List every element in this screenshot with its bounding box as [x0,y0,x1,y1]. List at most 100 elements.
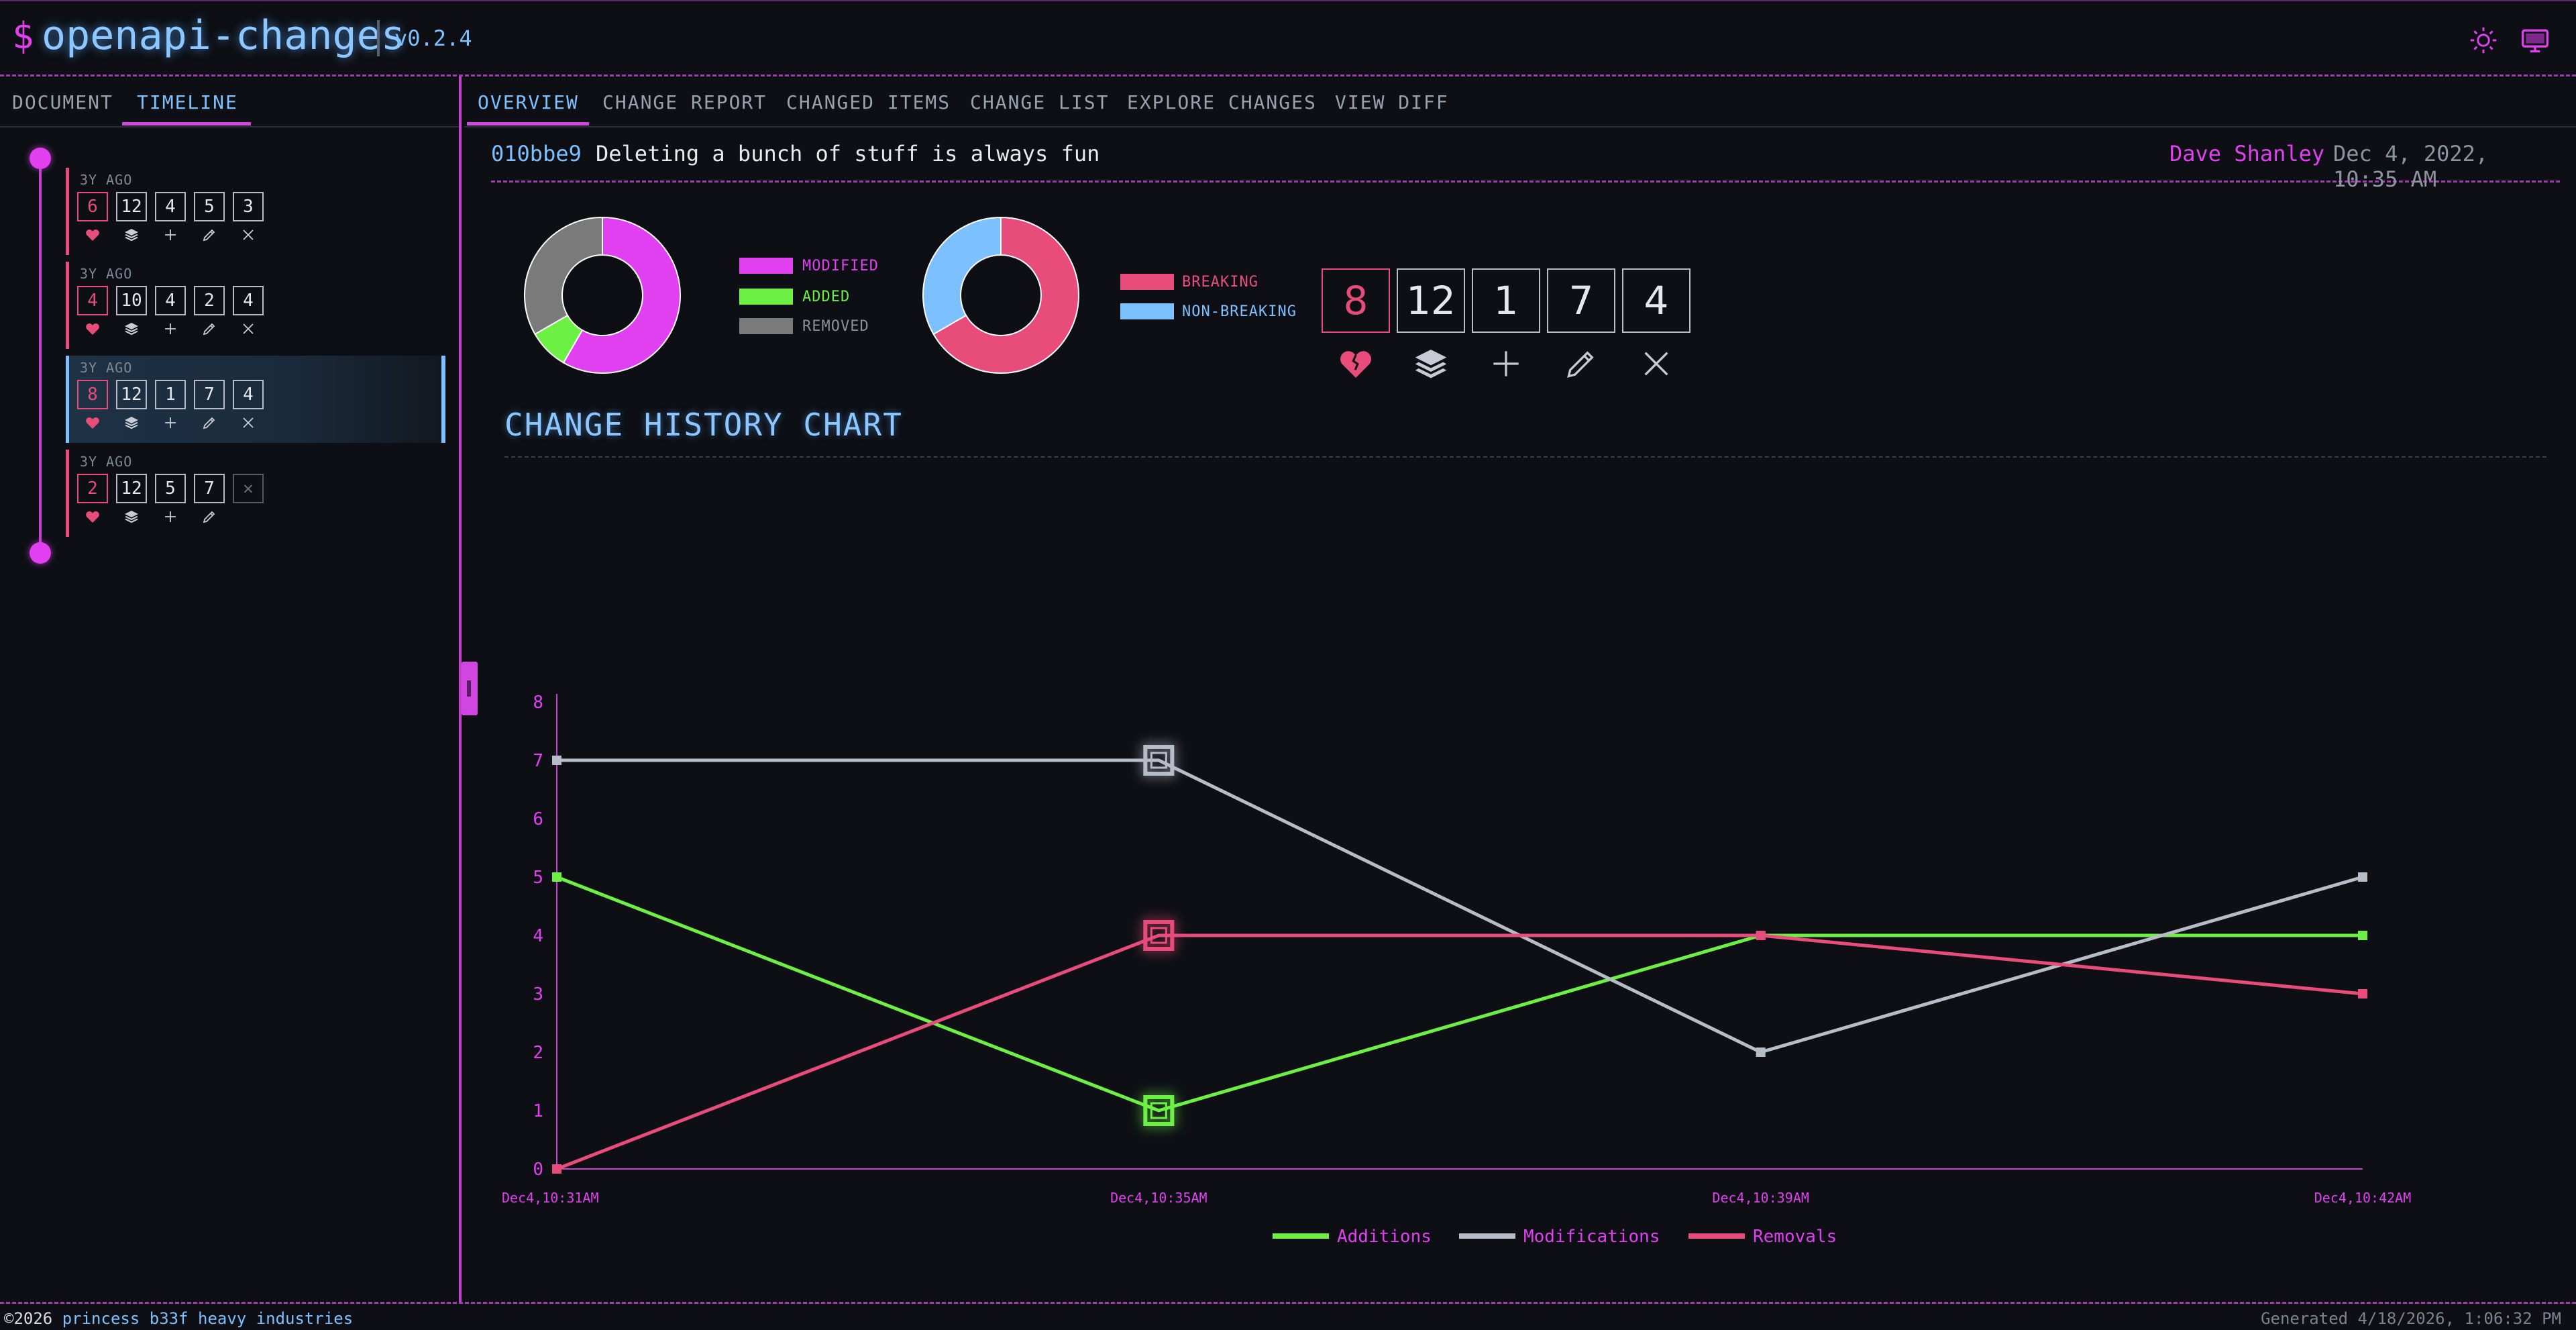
data-point[interactable] [2358,989,2367,999]
pane-resize-handle[interactable] [462,662,478,715]
commit-message: Deleting a bunch of stuff is always fun [596,141,1100,166]
tab-timeline[interactable]: TIMELINE [137,91,238,113]
data-point[interactable] [1756,931,1766,940]
logo-separator [377,20,380,56]
series-line-removals[interactable] [556,933,2363,1171]
breaking-donut [922,216,1079,374]
plus-icon [165,511,176,522]
tab-overview-underline [467,122,589,125]
legend-label-removals[interactable]: Removals [1753,1227,1837,1247]
commit-hash[interactable]: 010bbe9 [491,141,582,166]
layers-icon [1415,350,1447,378]
y-tick-label: 6 [533,809,543,829]
summary-total-count: 12 [1397,268,1465,333]
legend-label-additions[interactable]: Additions [1337,1227,1432,1247]
donut-slice-non-breaking[interactable] [922,216,1002,336]
timeline-entry[interactable]: 3Y AGO 8 12 1 7 4 [66,356,445,443]
entry-breaking-count: 6 [77,192,108,221]
app-logo[interactable]: openapi-changes [42,12,405,59]
copyright: ©2026 princess b33f heavy industries [4,1309,353,1328]
donut-slice-modified[interactable] [562,216,681,374]
x-tick-label: Dec4,10:35AM [1110,1190,1208,1206]
tab-change-list[interactable]: CHANGE LIST [970,91,1110,113]
summary-modified-count: 7 [1547,268,1615,333]
timeline-entry[interactable]: 3Y AGO 6 12 4 5 3 [66,168,445,255]
data-point[interactable] [552,872,561,882]
timeline-entry[interactable]: 3Y AGO 4 10 4 2 4 [66,262,445,349]
sun-icon[interactable] [2469,25,2498,55]
commit-author: Dave Shanley [2169,141,2325,166]
highlight-point[interactable] [1143,745,1175,776]
main-pane: OVERVIEW CHANGE REPORT CHANGED ITEMS CHA… [464,76,2576,1302]
y-tick-label: 0 [533,1160,543,1180]
data-point[interactable] [552,1164,561,1174]
data-point[interactable] [2358,931,2367,940]
summary-removed-count: 4 [1622,268,1690,333]
highlight-point-inner [1150,1102,1167,1119]
prompt-symbol: $ [12,15,34,57]
x-icon [1644,352,1668,376]
broken-heart-icon [1340,351,1372,378]
x-icon [243,417,254,428]
layers-icon [125,511,138,523]
legend-label-modifications[interactable]: Modifications [1523,1227,1660,1247]
commit-date: Dec 4, 2022, 10:35 AM [2333,141,2489,192]
entry-removed-count: 4 [233,286,264,315]
entry-total-count: 12 [116,192,147,221]
highlight-point[interactable] [1143,1095,1175,1126]
entry-breaking-count: 2 [77,474,108,503]
legend-swatch-modified [739,258,793,274]
tab-view-diff[interactable]: VIEW DIFF [1335,91,1449,113]
highlight-point[interactable] [1143,920,1175,951]
series-line-modifications[interactable] [557,758,2363,1054]
donut-slice-removed[interactable] [524,216,603,336]
company-link[interactable]: princess b33f heavy industries [62,1309,354,1328]
y-tick-label: 5 [533,868,543,888]
legend-label-non-breaking: NON-BREAKING [1182,303,1297,320]
legend-label-breaking: BREAKING [1182,274,1258,291]
legend-swatch-breaking [1120,274,1174,290]
y-tick-label: 2 [533,1043,543,1063]
plus-icon [1493,351,1519,376]
legend-swatch-non-breaking [1120,303,1174,319]
donut-slice-breaking[interactable] [932,216,1079,374]
data-point[interactable] [1756,1047,1766,1057]
monitor-icon[interactable] [2520,25,2551,55]
app-version: v0.2.4 [394,25,472,51]
tab-timeline-underline [122,122,251,125]
generated-timestamp: Generated 4/18/2026, 1:06:32 PM [2261,1309,2561,1328]
entry-modified-count: 7 [194,474,225,503]
entry-added-count: 5 [155,474,186,503]
tab-changed-items[interactable]: CHANGED ITEMS [786,91,951,113]
legend-label-added: ADDED [802,289,851,305]
app-header: $ openapi-changes v0.2.4 [0,0,2576,76]
tab-change-report[interactable]: CHANGE REPORT [602,91,767,113]
entry-total-count: 10 [116,286,147,315]
entry-age: 3Y AGO [80,266,133,282]
tab-document[interactable]: DOCUMENT [12,91,113,113]
plus-icon [165,229,176,240]
entry-total-count: 12 [116,474,147,503]
plus-icon [165,323,176,334]
tab-overview[interactable]: OVERVIEW [478,91,579,113]
highlight-point-inner [1150,752,1167,769]
summary-added-count: 1 [1472,268,1540,333]
entry-breaking-count: 8 [77,380,108,409]
entry-modified-count: 7 [194,380,225,409]
x-icon [243,229,254,240]
entry-age: 3Y AGO [80,360,133,376]
layers-icon [125,323,138,336]
timeline-entry[interactable]: 3Y AGO 2 12 5 7 ✕ [66,450,445,537]
pencil-icon [203,323,215,336]
series-line-additions[interactable] [556,875,2363,1113]
data-point[interactable] [552,756,561,765]
plus-icon [165,417,176,428]
main-tab-bar: OVERVIEW CHANGE REPORT CHANGED ITEMS CHA… [464,76,2576,127]
left-tab-bar: DOCUMENT TIMELINE [0,76,459,127]
y-tick-label: 4 [533,926,543,946]
broken-heart-icon [86,323,99,335]
entry-breaking-count: 4 [77,286,108,315]
broken-heart-icon [86,511,99,523]
data-point[interactable] [2358,872,2367,882]
tab-explore-changes[interactable]: EXPLORE CHANGES [1127,91,1317,113]
